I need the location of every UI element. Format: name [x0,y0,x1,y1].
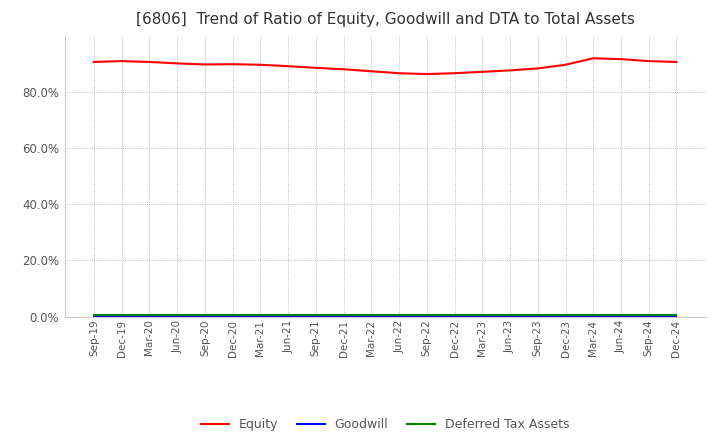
Equity [478,69,487,74]
Goodwill [644,314,653,319]
Goodwill [201,314,210,319]
Equity [145,59,154,65]
Equity [450,70,459,76]
Deferred Tax Assets [367,312,376,317]
Deferred Tax Assets [284,312,292,317]
Goodwill [478,314,487,319]
Line: Equity: Equity [94,58,677,74]
Equity [173,61,181,66]
Goodwill [145,314,154,319]
Legend: Equity, Goodwill, Deferred Tax Assets: Equity, Goodwill, Deferred Tax Assets [197,413,574,436]
Deferred Tax Assets [644,312,653,317]
Deferred Tax Assets [478,312,487,317]
Equity [117,59,126,64]
Equity [201,62,210,67]
Deferred Tax Assets [339,312,348,317]
Goodwill [367,314,376,319]
Equity [312,65,320,70]
Goodwill [228,314,237,319]
Deferred Tax Assets [312,312,320,317]
Equity [534,66,542,71]
Equity [339,66,348,72]
Equity [672,59,681,65]
Deferred Tax Assets [423,312,431,317]
Equity [228,62,237,67]
Equity [644,59,653,64]
Goodwill [89,314,98,319]
Goodwill [395,314,403,319]
Goodwill [505,314,514,319]
Deferred Tax Assets [117,312,126,317]
Goodwill [256,314,265,319]
Goodwill [534,314,542,319]
Goodwill [117,314,126,319]
Deferred Tax Assets [616,312,625,317]
Goodwill [589,314,598,319]
Goodwill [561,314,570,319]
Deferred Tax Assets [173,312,181,317]
Equity [256,62,265,67]
Equity [505,68,514,73]
Equity [589,55,598,61]
Equity [616,56,625,62]
Goodwill [173,314,181,319]
Equity [561,62,570,67]
Equity [89,59,98,65]
Deferred Tax Assets [256,312,265,317]
Equity [423,71,431,77]
Equity [284,63,292,69]
Deferred Tax Assets [561,312,570,317]
Deferred Tax Assets [672,312,681,317]
Deferred Tax Assets [395,312,403,317]
Deferred Tax Assets [589,312,598,317]
Deferred Tax Assets [450,312,459,317]
Deferred Tax Assets [89,312,98,317]
Deferred Tax Assets [201,312,210,317]
Goodwill [284,314,292,319]
Equity [367,69,376,74]
Goodwill [312,314,320,319]
Goodwill [423,314,431,319]
Goodwill [339,314,348,319]
Deferred Tax Assets [145,312,154,317]
Deferred Tax Assets [505,312,514,317]
Goodwill [672,314,681,319]
Deferred Tax Assets [534,312,542,317]
Deferred Tax Assets [228,312,237,317]
Goodwill [616,314,625,319]
Goodwill [450,314,459,319]
Equity [395,70,403,76]
Title: [6806]  Trend of Ratio of Equity, Goodwill and DTA to Total Assets: [6806] Trend of Ratio of Equity, Goodwil… [136,12,634,27]
